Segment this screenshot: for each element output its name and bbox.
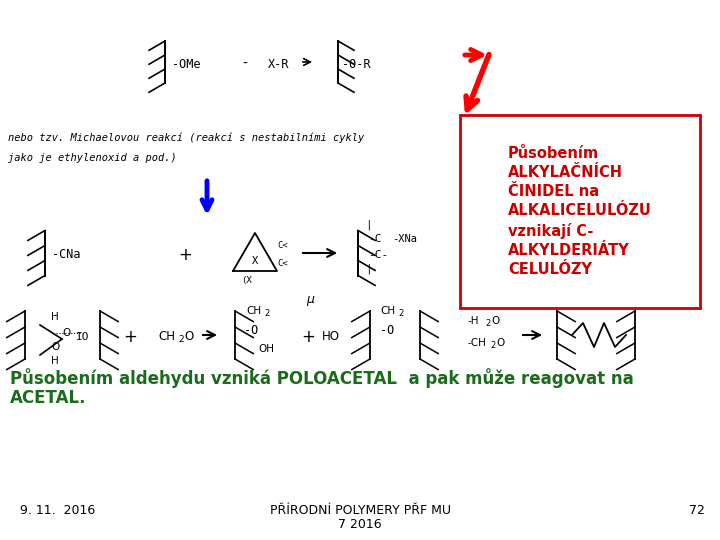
Text: C<: C< <box>277 259 288 267</box>
Text: O: O <box>51 342 59 352</box>
Text: μ: μ <box>306 294 314 307</box>
Text: -O: -O <box>380 325 395 338</box>
Text: PŘÍRODNÍ POLYMERY PŘF MU: PŘÍRODNÍ POLYMERY PŘF MU <box>269 503 451 516</box>
Text: Působením
ALKYLAČNÍCH
ČINIDEL na
ALKALICELULÓZU
vznikají C-
ALKYLDERIÁTY
CELULÓZ: Působením ALKYLAČNÍCH ČINIDEL na ALKALIC… <box>508 146 652 277</box>
Text: jako je ethylenoxid a pod.): jako je ethylenoxid a pod.) <box>8 153 176 163</box>
Text: Působením aldehydu vzniká POLOACETAL  a pak může reagovat na: Působením aldehydu vzniká POLOACETAL a p… <box>10 368 634 388</box>
Text: -CNa: -CNa <box>52 248 81 261</box>
Text: HO: HO <box>322 330 340 343</box>
Text: H: H <box>51 356 59 366</box>
Text: +: + <box>178 246 192 264</box>
Text: -CH: -CH <box>468 338 487 348</box>
Text: -C: -C <box>368 234 382 244</box>
Text: -O: -O <box>244 325 258 338</box>
Text: 2: 2 <box>398 309 403 319</box>
Text: 72: 72 <box>689 503 705 516</box>
Text: -H: -H <box>468 316 480 326</box>
Text: O: O <box>496 338 504 348</box>
Text: O: O <box>491 316 499 326</box>
Text: IO: IO <box>76 332 90 342</box>
Text: X: X <box>252 256 258 266</box>
Text: -C-: -C- <box>368 250 388 260</box>
Bar <box>460 115 700 308</box>
Text: (X: (X <box>241 276 252 286</box>
Text: CH: CH <box>246 306 261 316</box>
Text: 2: 2 <box>264 309 269 319</box>
Text: CH: CH <box>158 330 175 343</box>
Text: nebo tzv. Michaelovou reakcí (reakcí s nestabilními cykly: nebo tzv. Michaelovou reakcí (reakcí s n… <box>8 133 364 143</box>
Text: C<: C< <box>277 240 288 249</box>
Text: +: + <box>301 328 315 346</box>
Text: ACETAL.: ACETAL. <box>10 389 86 407</box>
Text: 2: 2 <box>490 341 495 350</box>
Text: 9. 11.  2016: 9. 11. 2016 <box>20 503 95 516</box>
Text: +: + <box>123 328 137 346</box>
Text: O: O <box>184 330 193 343</box>
Text: -XNa: -XNa <box>392 234 417 244</box>
Text: 7 2016: 7 2016 <box>338 517 382 530</box>
Text: |: | <box>364 220 372 230</box>
Text: -: - <box>243 57 248 71</box>
Text: -OMe: -OMe <box>172 57 200 71</box>
Text: CH: CH <box>380 306 395 316</box>
Text: -O-R: -O-R <box>342 57 371 71</box>
Text: H: H <box>51 312 59 322</box>
Text: 2: 2 <box>178 335 184 345</box>
Text: O: O <box>62 328 71 338</box>
Text: OH: OH <box>258 344 274 354</box>
Text: 2: 2 <box>485 320 490 328</box>
Text: |: | <box>364 264 372 274</box>
Text: X-R: X-R <box>268 57 289 71</box>
